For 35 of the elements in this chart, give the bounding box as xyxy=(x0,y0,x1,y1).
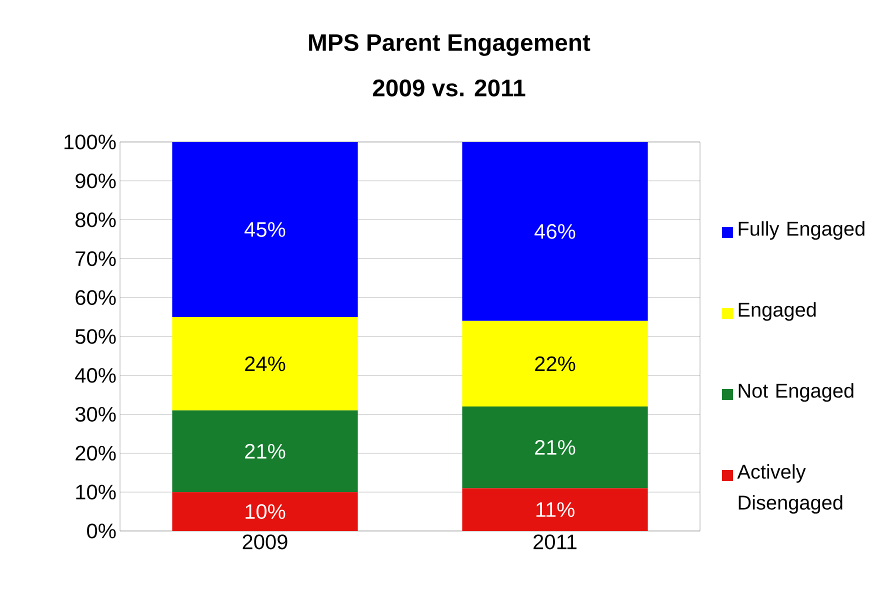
y-tick-label: 10% xyxy=(76,484,116,500)
bar xyxy=(172,410,358,492)
bar xyxy=(172,142,358,318)
x-tick-label: 2011 xyxy=(534,534,576,550)
data-label: 22% xyxy=(535,356,576,372)
y-tick-label: 30% xyxy=(75,406,116,422)
x-tick-label: 2009 xyxy=(242,534,288,550)
y-tick-label: 90% xyxy=(76,173,116,188)
data-label: 46% xyxy=(534,224,576,239)
y-tick-label: 40% xyxy=(75,368,116,383)
data-label: 45% xyxy=(244,222,286,237)
legend-label: Actively Disengaged xyxy=(737,464,842,514)
legend-label: Engaged xyxy=(738,302,816,321)
data-label: 21% xyxy=(245,444,286,459)
data-label: 24% xyxy=(245,356,286,372)
bar xyxy=(462,320,648,407)
bar xyxy=(172,317,358,410)
y-tick-label: 80% xyxy=(76,212,116,228)
legend-label: Not Engaged xyxy=(738,383,854,402)
y-tick-label: 50% xyxy=(75,329,116,344)
y-tick-label: 60% xyxy=(76,290,116,305)
bar xyxy=(462,142,648,321)
y-tick-label: 70% xyxy=(76,251,116,266)
bar xyxy=(172,492,358,531)
data-label: 10% xyxy=(246,504,286,519)
chart-title: MPS Parent Engagement xyxy=(309,34,590,56)
bar xyxy=(462,488,648,531)
data-label: 21% xyxy=(535,440,576,455)
y-tick-label: 20% xyxy=(76,446,116,461)
y-tick-label: 100% xyxy=(64,134,116,150)
bar xyxy=(462,406,648,488)
y-tick-label: 0% xyxy=(87,524,116,538)
legend-label: Fully Engaged xyxy=(738,221,864,240)
chart-subtitle: 2009 vs. 2011 xyxy=(372,80,526,96)
data-label: 11% xyxy=(536,502,574,517)
